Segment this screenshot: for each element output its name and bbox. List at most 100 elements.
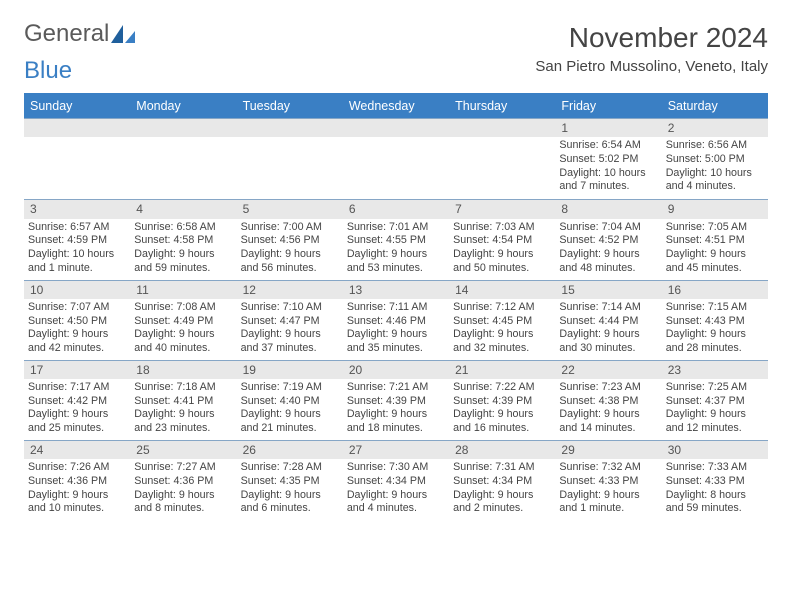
sunset-line: Sunset: 4:46 PM <box>347 315 445 329</box>
dl1-line: Daylight: 9 hours <box>559 489 657 503</box>
day-cell <box>237 119 343 199</box>
day-body: Sunrise: 7:19 AMSunset: 4:40 PMDaylight:… <box>237 379 343 440</box>
day-number: 5 <box>237 200 343 218</box>
day-number: 26 <box>237 441 343 459</box>
day-cell: 30Sunrise: 7:33 AMSunset: 4:33 PMDayligh… <box>662 441 768 520</box>
day-number: 10 <box>24 281 130 299</box>
sunset-line: Sunset: 4:49 PM <box>134 315 232 329</box>
day-cell: 4Sunrise: 6:58 AMSunset: 4:58 PMDaylight… <box>130 200 236 279</box>
dl1-line: Daylight: 9 hours <box>666 328 764 342</box>
sail-icon <box>109 23 137 45</box>
dl1-line: Daylight: 9 hours <box>453 408 551 422</box>
day-cell: 9Sunrise: 7:05 AMSunset: 4:51 PMDaylight… <box>662 200 768 279</box>
day-cell <box>449 119 555 199</box>
day-number <box>343 119 449 137</box>
dl2-line: and 10 minutes. <box>28 502 126 516</box>
day-number: 24 <box>24 441 130 459</box>
dl2-line: and 59 minutes. <box>666 502 764 516</box>
day-body: Sunrise: 7:28 AMSunset: 4:35 PMDaylight:… <box>237 459 343 520</box>
sunset-line: Sunset: 4:44 PM <box>559 315 657 329</box>
sunrise-line: Sunrise: 7:28 AM <box>241 461 339 475</box>
dl2-line: and 23 minutes. <box>134 422 232 436</box>
day-body: Sunrise: 7:33 AMSunset: 4:33 PMDaylight:… <box>662 459 768 520</box>
day-cell: 1Sunrise: 6:54 AMSunset: 5:02 PMDaylight… <box>555 119 661 199</box>
dl1-line: Daylight: 9 hours <box>241 328 339 342</box>
dl1-line: Daylight: 9 hours <box>134 328 232 342</box>
day-number: 7 <box>449 200 555 218</box>
dl1-line: Daylight: 9 hours <box>28 408 126 422</box>
sunset-line: Sunset: 4:40 PM <box>241 395 339 409</box>
dl2-line: and 40 minutes. <box>134 342 232 356</box>
sunrise-line: Sunrise: 7:15 AM <box>666 301 764 315</box>
dl2-line: and 42 minutes. <box>28 342 126 356</box>
day-number: 16 <box>662 281 768 299</box>
day-body <box>130 137 236 199</box>
week-row: 17Sunrise: 7:17 AMSunset: 4:42 PMDayligh… <box>24 360 768 440</box>
week-row: 3Sunrise: 6:57 AMSunset: 4:59 PMDaylight… <box>24 199 768 279</box>
sunset-line: Sunset: 4:43 PM <box>666 315 764 329</box>
dl2-line: and 35 minutes. <box>347 342 445 356</box>
day-body: Sunrise: 6:56 AMSunset: 5:00 PMDaylight:… <box>662 137 768 198</box>
day-cell: 5Sunrise: 7:00 AMSunset: 4:56 PMDaylight… <box>237 200 343 279</box>
day-body: Sunrise: 7:21 AMSunset: 4:39 PMDaylight:… <box>343 379 449 440</box>
day-cell <box>24 119 130 199</box>
day-body <box>237 137 343 199</box>
sunset-line: Sunset: 4:54 PM <box>453 234 551 248</box>
sunrise-line: Sunrise: 7:33 AM <box>666 461 764 475</box>
sunset-line: Sunset: 4:38 PM <box>559 395 657 409</box>
day-cell: 25Sunrise: 7:27 AMSunset: 4:36 PMDayligh… <box>130 441 236 520</box>
sunrise-line: Sunrise: 7:07 AM <box>28 301 126 315</box>
sunset-line: Sunset: 4:36 PM <box>28 475 126 489</box>
dl2-line: and 16 minutes. <box>453 422 551 436</box>
dl2-line: and 1 minute. <box>559 502 657 516</box>
day-number: 21 <box>449 361 555 379</box>
dl1-line: Daylight: 8 hours <box>666 489 764 503</box>
day-number: 27 <box>343 441 449 459</box>
sunset-line: Sunset: 4:39 PM <box>453 395 551 409</box>
day-number: 1 <box>555 119 661 137</box>
sunrise-line: Sunrise: 7:10 AM <box>241 301 339 315</box>
dl2-line: and 53 minutes. <box>347 262 445 276</box>
sunset-line: Sunset: 4:50 PM <box>28 315 126 329</box>
sunset-line: Sunset: 4:55 PM <box>347 234 445 248</box>
day-cell <box>130 119 236 199</box>
day-cell: 27Sunrise: 7:30 AMSunset: 4:34 PMDayligh… <box>343 441 449 520</box>
dow-tuesday: Tuesday <box>237 95 343 118</box>
day-body: Sunrise: 7:14 AMSunset: 4:44 PMDaylight:… <box>555 299 661 360</box>
sunrise-line: Sunrise: 7:01 AM <box>347 221 445 235</box>
dl1-line: Daylight: 9 hours <box>347 328 445 342</box>
day-body <box>449 137 555 199</box>
sunset-line: Sunset: 4:33 PM <box>559 475 657 489</box>
day-body: Sunrise: 6:58 AMSunset: 4:58 PMDaylight:… <box>130 219 236 280</box>
day-number <box>24 119 130 137</box>
day-cell: 22Sunrise: 7:23 AMSunset: 4:38 PMDayligh… <box>555 361 661 440</box>
sunset-line: Sunset: 4:36 PM <box>134 475 232 489</box>
sunrise-line: Sunrise: 7:11 AM <box>347 301 445 315</box>
dl2-line: and 28 minutes. <box>666 342 764 356</box>
day-cell: 7Sunrise: 7:03 AMSunset: 4:54 PMDaylight… <box>449 200 555 279</box>
sunset-line: Sunset: 4:52 PM <box>559 234 657 248</box>
sunrise-line: Sunrise: 7:23 AM <box>559 381 657 395</box>
sunrise-line: Sunrise: 7:04 AM <box>559 221 657 235</box>
sunset-line: Sunset: 4:35 PM <box>241 475 339 489</box>
day-body <box>24 137 130 199</box>
sunset-line: Sunset: 4:34 PM <box>347 475 445 489</box>
day-body: Sunrise: 7:04 AMSunset: 4:52 PMDaylight:… <box>555 219 661 280</box>
dl2-line: and 56 minutes. <box>241 262 339 276</box>
sunrise-line: Sunrise: 7:17 AM <box>28 381 126 395</box>
dl1-line: Daylight: 10 hours <box>559 167 657 181</box>
dl1-line: Daylight: 10 hours <box>666 167 764 181</box>
sunrise-line: Sunrise: 7:27 AM <box>134 461 232 475</box>
day-body: Sunrise: 7:22 AMSunset: 4:39 PMDaylight:… <box>449 379 555 440</box>
day-number: 18 <box>130 361 236 379</box>
sunset-line: Sunset: 5:00 PM <box>666 153 764 167</box>
day-number: 11 <box>130 281 236 299</box>
dl2-line: and 4 minutes. <box>347 502 445 516</box>
day-body: Sunrise: 7:00 AMSunset: 4:56 PMDaylight:… <box>237 219 343 280</box>
dl2-line: and 2 minutes. <box>453 502 551 516</box>
day-body: Sunrise: 7:31 AMSunset: 4:34 PMDaylight:… <box>449 459 555 520</box>
day-cell: 18Sunrise: 7:18 AMSunset: 4:41 PMDayligh… <box>130 361 236 440</box>
day-number: 17 <box>24 361 130 379</box>
sunrise-line: Sunrise: 7:26 AM <box>28 461 126 475</box>
day-number: 3 <box>24 200 130 218</box>
